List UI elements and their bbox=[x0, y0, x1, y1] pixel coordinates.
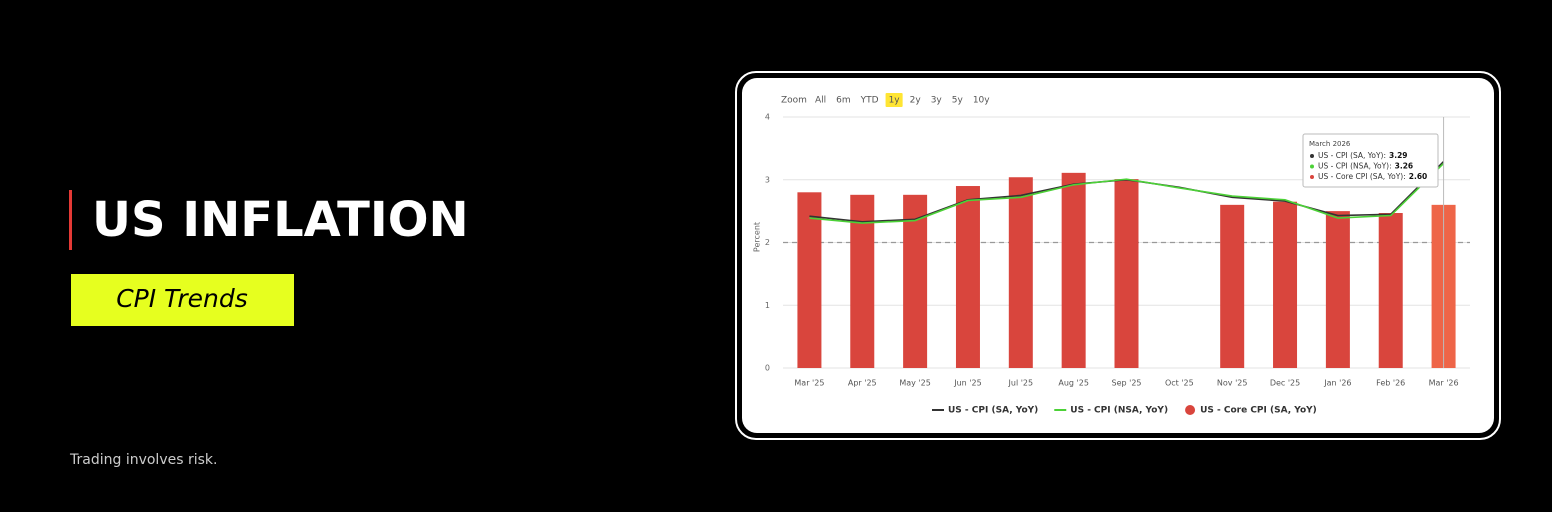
y-tick-label: 0 bbox=[765, 364, 770, 373]
bar bbox=[1061, 172, 1086, 368]
tooltip-label: US - CPI (NSA, YoY): bbox=[1318, 162, 1392, 171]
bar bbox=[903, 194, 928, 368]
zoom-button[interactable]: All bbox=[815, 96, 826, 106]
x-tick-label: May '25 bbox=[899, 379, 930, 388]
bar bbox=[1273, 201, 1298, 368]
legend-label[interactable]: US - CPI (NSA, YoY) bbox=[1070, 406, 1168, 416]
x-tick-label: Mar '25 bbox=[794, 379, 824, 388]
x-tick-label: Mar '26 bbox=[1429, 379, 1459, 388]
legend-label[interactable]: US - Core CPI (SA, YoY) bbox=[1200, 406, 1317, 416]
y-tick-label: 2 bbox=[765, 238, 770, 247]
x-tick-label: Feb '26 bbox=[1376, 379, 1405, 388]
x-tick-label: Jul '25 bbox=[1008, 379, 1034, 388]
x-tick-label: Sep '25 bbox=[1112, 379, 1142, 388]
tooltip-box bbox=[1302, 133, 1439, 188]
x-tick-label: Apr '25 bbox=[848, 379, 877, 388]
x-tick-label: Jun '25 bbox=[953, 379, 981, 388]
card-frame bbox=[735, 71, 1501, 440]
tooltip-dot bbox=[1310, 154, 1314, 158]
bar bbox=[1114, 179, 1139, 368]
zoom-active-bg bbox=[885, 93, 903, 107]
bar bbox=[797, 192, 822, 368]
zoom-button[interactable]: 2y bbox=[910, 96, 922, 106]
bar bbox=[1378, 213, 1403, 368]
tooltip-dot bbox=[1310, 175, 1314, 179]
disclaimer: Trading involves risk. bbox=[69, 452, 217, 468]
zoom-button[interactable]: 3y bbox=[931, 96, 943, 106]
zoom-button[interactable]: 5y bbox=[952, 96, 964, 106]
legend-swatch bbox=[1185, 405, 1196, 415]
zoom-button[interactable]: 6m bbox=[836, 96, 851, 106]
zoom-button[interactable]: YTD bbox=[860, 96, 879, 106]
accent-bar bbox=[69, 190, 72, 250]
banner-title: US INFLATION bbox=[92, 192, 469, 248]
x-tick-label: Nov '25 bbox=[1217, 379, 1248, 388]
y-axis-label: Percent bbox=[753, 222, 762, 252]
x-tick-label: Aug '25 bbox=[1058, 379, 1089, 388]
y-tick-label: 4 bbox=[765, 113, 770, 122]
tooltip-dot bbox=[1310, 164, 1314, 169]
bar bbox=[1325, 211, 1350, 368]
bar bbox=[955, 186, 980, 368]
tooltip-label: US - Core CPI (SA, YoY): bbox=[1318, 172, 1406, 181]
bar bbox=[1220, 204, 1245, 368]
zoom-button[interactable]: 1y bbox=[889, 96, 901, 106]
x-tick-label: Dec '25 bbox=[1270, 379, 1300, 388]
tooltip: March 2026 US - CPI (SA, YoY): 3.29 US - CP… bbox=[1302, 133, 1439, 188]
banner-subtitle: CPI Trends bbox=[116, 284, 248, 313]
tooltip-value: 2.60 bbox=[1409, 172, 1428, 181]
tooltip-title: March 2026 bbox=[1309, 140, 1351, 148]
y-tick-label: 3 bbox=[765, 175, 770, 184]
tooltip-value: 3.26 bbox=[1395, 162, 1414, 171]
tooltip-value: 3.29 bbox=[1389, 151, 1408, 160]
subtitle-box bbox=[71, 274, 294, 326]
tooltip-label: US - CPI (SA, YoY): bbox=[1318, 151, 1386, 160]
x-tick-label: Jan '26 bbox=[1323, 379, 1351, 388]
bar bbox=[1008, 177, 1033, 368]
y-tick-label: 1 bbox=[765, 301, 770, 310]
zoom-label: Zoom bbox=[781, 96, 807, 106]
zoom-button[interactable]: 10y bbox=[973, 96, 990, 106]
x-tick-label: Oct '25 bbox=[1165, 379, 1194, 388]
line bbox=[809, 162, 1445, 224]
legend-label[interactable]: US - CPI (SA, YoY) bbox=[948, 406, 1038, 416]
